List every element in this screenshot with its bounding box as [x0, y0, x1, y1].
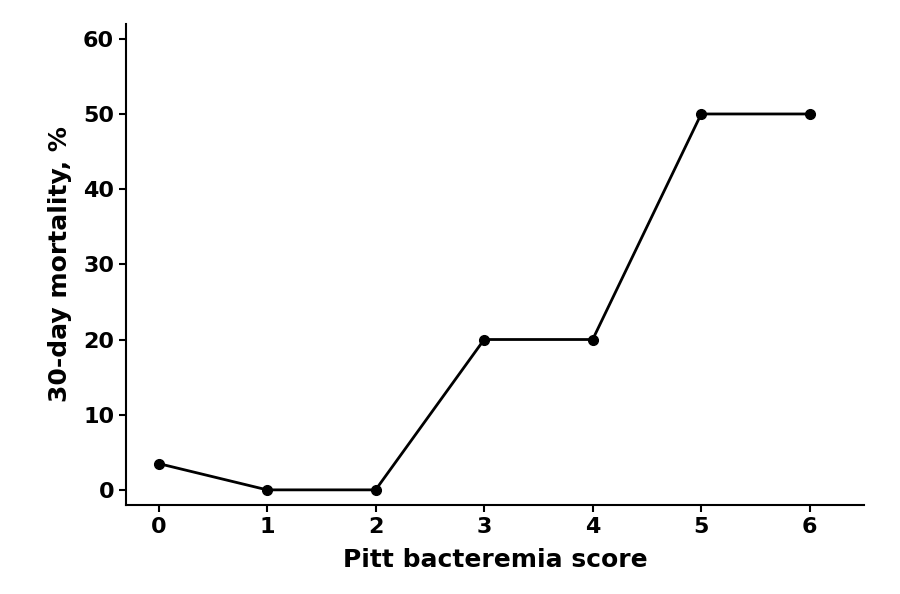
- Y-axis label: 30-day mortality, %: 30-day mortality, %: [48, 127, 72, 402]
- X-axis label: Pitt bacteremia score: Pitt bacteremia score: [343, 548, 647, 572]
